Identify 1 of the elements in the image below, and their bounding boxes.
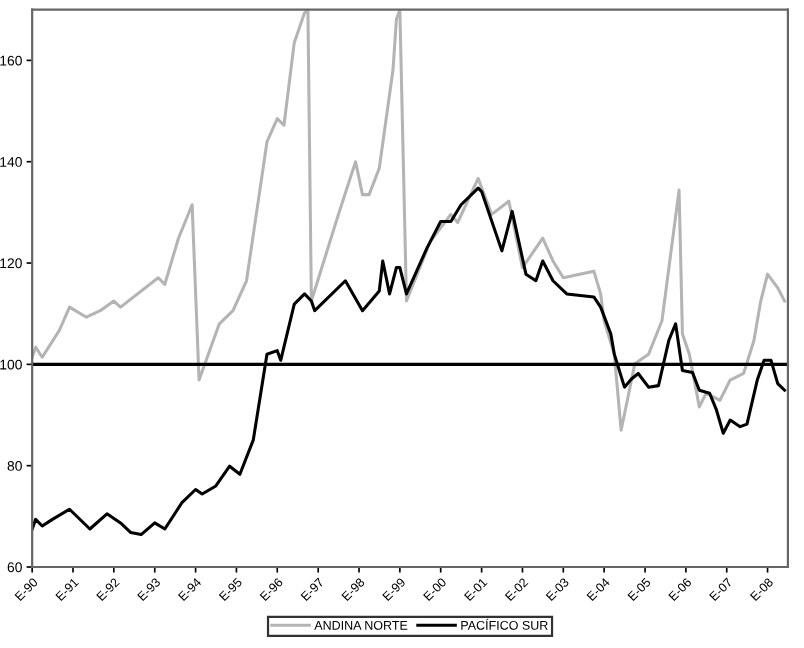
line-series xyxy=(32,186,787,537)
